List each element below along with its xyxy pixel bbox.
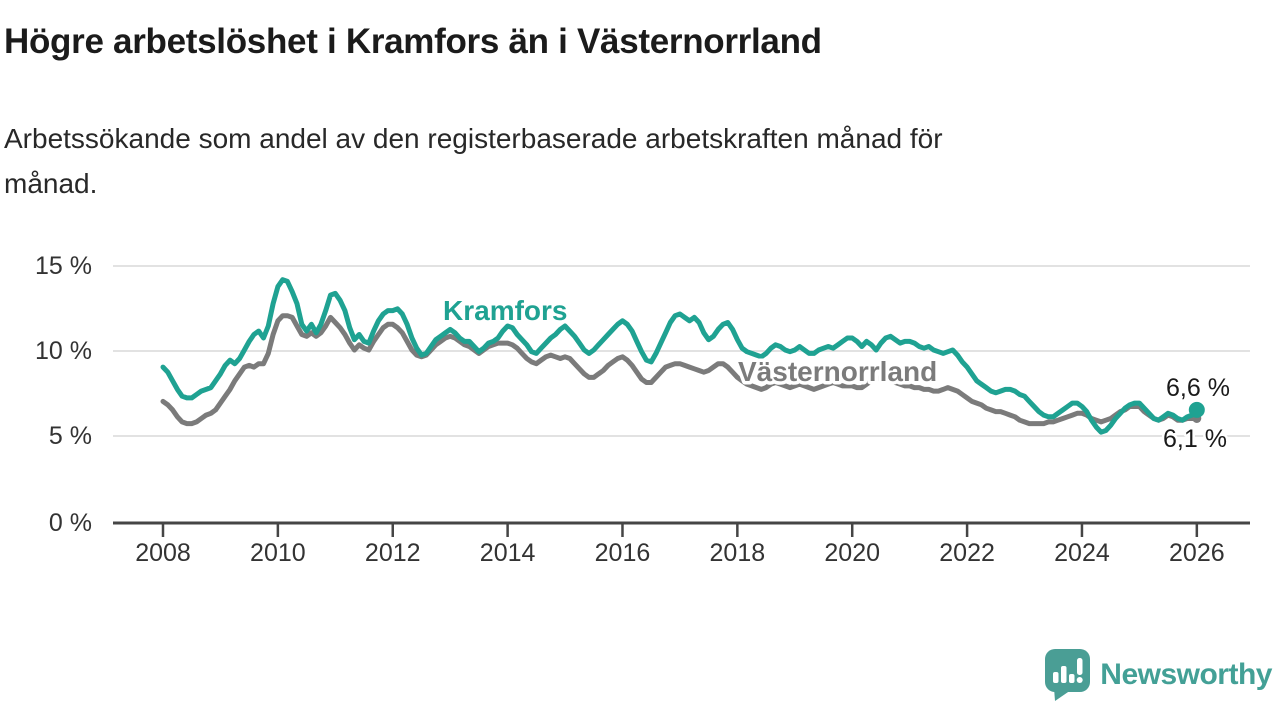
x-tick-label-2022: 2022: [939, 539, 995, 567]
chart-title: Högre arbetslöshet i Kramfors än i Väste…: [4, 22, 822, 61]
gridlines: [113, 265, 1250, 437]
chart-subtitle-line-2: månad.: [4, 168, 98, 199]
chart-subtitle: Arbetssökande som andel av den registerb…: [4, 116, 943, 206]
series-line-vasternorrland: [160, 313, 1200, 427]
y-axis-labels: 15 % 10 % 5 % 0 %: [35, 252, 92, 537]
x-tick-label-2008: 2008: [135, 539, 191, 567]
logo-bubble-tail: [1054, 688, 1072, 701]
chart-subtitle-line-1: Arbetssökande som andel av den registerb…: [4, 123, 943, 154]
x-tick-label-2018: 2018: [710, 539, 766, 567]
y-tick-label-15: 15 %: [35, 252, 92, 280]
x-tick-label-2026: 2026: [1169, 539, 1225, 567]
newsworthy-logo-icon: [1045, 649, 1091, 701]
y-tick-label-10: 10 %: [35, 337, 92, 365]
end-value-label-kramfors: 6,6 %: [1166, 374, 1230, 402]
x-tick-label-2010: 2010: [250, 539, 306, 567]
y-tick-label-5: 5 %: [49, 422, 92, 450]
x-tick-label-2016: 2016: [595, 539, 651, 567]
newsworthy-logo: Newsworthy: [1044, 648, 1272, 702]
y-tick-label-0: 0 %: [49, 509, 92, 537]
end-value-label-vasternorrland: 6,1 %: [1163, 425, 1227, 453]
newsworthy-logo-text: Newsworthy: [1100, 658, 1272, 691]
series-end-dot-kramfors: [1188, 401, 1205, 418]
x-tick-label-2012: 2012: [365, 539, 421, 567]
x-tick-label-2014: 2014: [480, 539, 536, 567]
series-label-kramfors: Kramfors: [443, 295, 567, 326]
series-label-vasternorrland: Västernorrland: [738, 356, 937, 387]
x-tick-label-2024: 2024: [1054, 539, 1110, 567]
logo-bubble: [1045, 649, 1091, 692]
logo-bars-icon: [1053, 658, 1083, 683]
series-lines: [160, 277, 1205, 435]
series-line-kramfors: [160, 277, 1200, 435]
x-tick-label-2020: 2020: [824, 539, 880, 567]
x-axis-ticks: 2008 2010 2012 2014 2016 2018 2020 2022 2024 2026: [135, 523, 1225, 567]
